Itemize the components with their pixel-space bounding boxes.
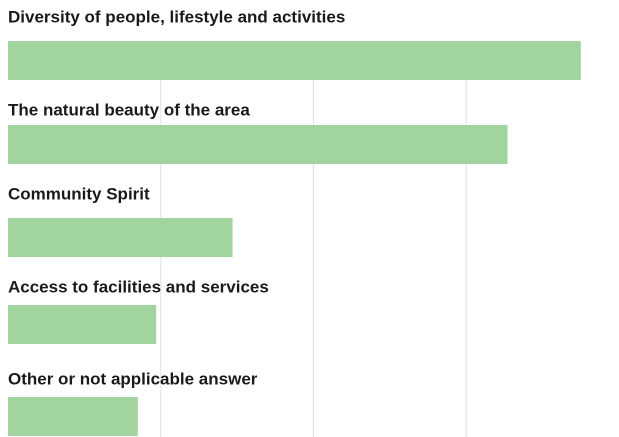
bar — [8, 305, 157, 344]
bar — [8, 397, 138, 436]
bar — [8, 218, 233, 257]
bar — [8, 125, 508, 164]
category-label: Community Spirit — [8, 184, 150, 203]
bar — [8, 41, 581, 80]
category-label: Other or not applicable answer — [8, 369, 258, 388]
category-label: Access to facilities and services — [8, 277, 269, 296]
category-label: Diversity of people, lifestyle and activ… — [8, 7, 345, 26]
category-label: The natural beauty of the area — [8, 100, 250, 119]
